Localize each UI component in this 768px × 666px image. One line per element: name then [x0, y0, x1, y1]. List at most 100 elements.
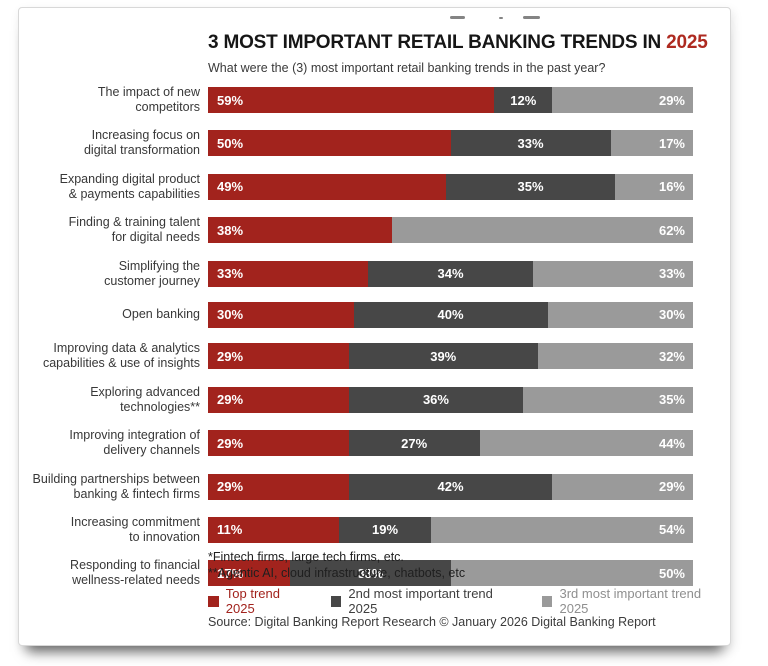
- segment-value: 29%: [217, 435, 244, 451]
- stacked-bar: 17% 33% 50%: [208, 560, 693, 587]
- chart-row: Building partnerships between banking & …: [19, 472, 693, 502]
- stacked-bar: 11% 19% 54%: [208, 516, 693, 543]
- segment-value: 54%: [658, 522, 685, 538]
- category-label: Finding & training talent for digital ne…: [68, 215, 200, 245]
- bar-segment-top-trend: 50%: [208, 130, 451, 157]
- legend-item-top-trend: Top trend 2025: [208, 586, 311, 616]
- stacked-bar: 59% 12% 29%: [208, 87, 693, 113]
- segment-value: 36%: [422, 392, 449, 408]
- bar-segment-third-trend: 29%: [552, 87, 693, 113]
- bar-segment-second-trend: 19%: [338, 516, 432, 543]
- legend-item-second-trend: 2nd most important trend 2025: [330, 586, 522, 616]
- segment-value: 33%: [658, 266, 685, 282]
- segment-value: 11%: [217, 522, 243, 538]
- chart-row: Improving data & analytics capabilities …: [19, 341, 693, 371]
- segment-value: 16%: [658, 179, 685, 195]
- segment-value: 29%: [217, 479, 244, 495]
- segment-value: 62%: [658, 222, 685, 238]
- bar-segment-second-trend: 33%: [450, 130, 611, 157]
- cropped-text-remnant: [499, 17, 503, 19]
- bar-segment-third-trend: 54%: [431, 516, 693, 543]
- legend-swatch-dark-icon: [330, 595, 342, 607]
- segment-value: 33%: [517, 135, 544, 151]
- legend-swatch-red-icon: [208, 595, 219, 607]
- stacked-bar-chart: The impact of new competitors 59% 12% 29…: [19, 85, 693, 602]
- segment-value: 17%: [217, 565, 244, 581]
- bar-segment-second-trend: 40%: [353, 301, 548, 328]
- cropped-text-remnant: [523, 16, 540, 19]
- category-label: Increasing commitment to innovation: [70, 514, 200, 544]
- stacked-bar: 50% 33% 17%: [208, 130, 693, 157]
- cropped-text-remnant: [450, 16, 465, 19]
- segment-value: 17%: [658, 135, 685, 151]
- chart-row: Improving integration of delivery channe…: [19, 428, 693, 458]
- bar-segment-second-trend: 35%: [445, 173, 616, 200]
- stacked-bar: 29% 36% 35%: [208, 386, 693, 413]
- category-label: Expanding digital product & payments cap…: [59, 171, 200, 201]
- bar-segment-top-trend: 29%: [208, 343, 349, 370]
- category-label: The impact of new competitors: [97, 85, 200, 114]
- bar-segment-second-trend: 39%: [348, 343, 538, 370]
- chart-title-main: 3 MOST IMPORTANT RETAIL BANKING TRENDS I…: [208, 32, 662, 53]
- stacked-bar: 49% 35% 16%: [208, 173, 693, 200]
- bar-segment-top-trend: 17%: [208, 560, 291, 587]
- stacked-bar: 29% 42% 29%: [208, 473, 693, 500]
- segment-value: 33%: [357, 565, 384, 581]
- bar-segment-top-trend: 38%: [208, 217, 393, 244]
- chart-row: Responding to financial wellness-related…: [19, 558, 693, 588]
- legend-swatch-gray-icon: [541, 595, 553, 607]
- bar-segment-top-trend: 30%: [208, 301, 354, 328]
- segment-value: 35%: [517, 179, 544, 195]
- chart-row: Finding & training talent for digital ne…: [19, 215, 693, 245]
- chart-rows: The impact of new competitors 59% 12% 29…: [19, 85, 693, 588]
- bar-segment-third-trend: 33%: [532, 260, 693, 287]
- bar-segment-top-trend: 49%: [208, 173, 446, 200]
- bar-segment-second-trend: 36%: [348, 386, 524, 413]
- category-label: Increasing focus on digital transformati…: [83, 128, 200, 158]
- segment-value: 33%: [217, 266, 244, 282]
- bar-segment-second-trend: 12%: [494, 87, 553, 113]
- chart-row: Open banking 30% 40% 30%: [19, 301, 693, 328]
- chart-row: The impact of new competitors 59% 12% 29…: [19, 85, 693, 115]
- bar-segment-third-trend: 16%: [615, 173, 693, 200]
- segment-value: 50%: [658, 565, 685, 581]
- chart-row: Expanding digital product & payments cap…: [19, 172, 693, 202]
- chart-row: Increasing commitment to innovation 11% …: [19, 515, 693, 545]
- chart-title-year: 2025: [666, 32, 708, 53]
- bar-segment-third-trend: 32%: [537, 343, 693, 370]
- bar-segment-third-trend: 50%: [450, 560, 693, 587]
- legend-label: 3rd most important trend 2025: [559, 586, 702, 616]
- bar-segment-top-trend: 29%: [208, 473, 349, 500]
- category-label: Simplifying the customer journey: [104, 258, 200, 288]
- stacked-bar: 29% 39% 32%: [208, 343, 693, 370]
- source-line: Source: Digital Banking Report Research …: [208, 615, 656, 629]
- segment-value: 29%: [217, 348, 244, 364]
- category-label: Exploring advanced technologies**: [90, 384, 200, 414]
- chart-row: Exploring advanced technologies** 29% 36…: [19, 385, 693, 415]
- segment-value: 39%: [430, 348, 457, 364]
- bar-segment-second-trend: 33%: [290, 560, 451, 587]
- bar-segment-second-trend: 42%: [348, 473, 553, 500]
- legend-item-third-trend: 3rd most important trend 2025: [541, 586, 730, 616]
- stacked-bar: 38% 62%: [208, 217, 693, 244]
- segment-value: 50%: [217, 135, 244, 151]
- category-label: Open banking: [122, 307, 200, 322]
- chart-subtitle: What were the (3) most important retail …: [208, 61, 606, 75]
- legend-label: 2nd most important trend 2025: [348, 586, 493, 616]
- category-label: Building partnerships between banking & …: [32, 471, 200, 501]
- bar-segment-top-trend: 33%: [208, 260, 369, 287]
- bar-segment-third-trend: 30%: [547, 301, 693, 328]
- segment-value: 29%: [658, 479, 685, 495]
- category-label: Responding to financial wellness-related…: [70, 558, 200, 588]
- segment-value: 35%: [658, 392, 685, 408]
- bar-segment-second-trend: 27%: [348, 430, 480, 457]
- chart-legend: Top trend 2025 2nd most important trend …: [208, 586, 730, 616]
- segment-value: 29%: [217, 392, 244, 408]
- segment-value: 12%: [510, 92, 537, 108]
- segment-value: 29%: [658, 92, 685, 108]
- segment-value: 27%: [401, 435, 428, 451]
- bar-segment-third-trend: 62%: [392, 217, 693, 244]
- footnote-agentic: **Agentic AI, cloud infrastructure, chat…: [208, 566, 466, 580]
- bar-segment-top-trend: 29%: [208, 386, 349, 413]
- segment-value: 49%: [217, 179, 244, 195]
